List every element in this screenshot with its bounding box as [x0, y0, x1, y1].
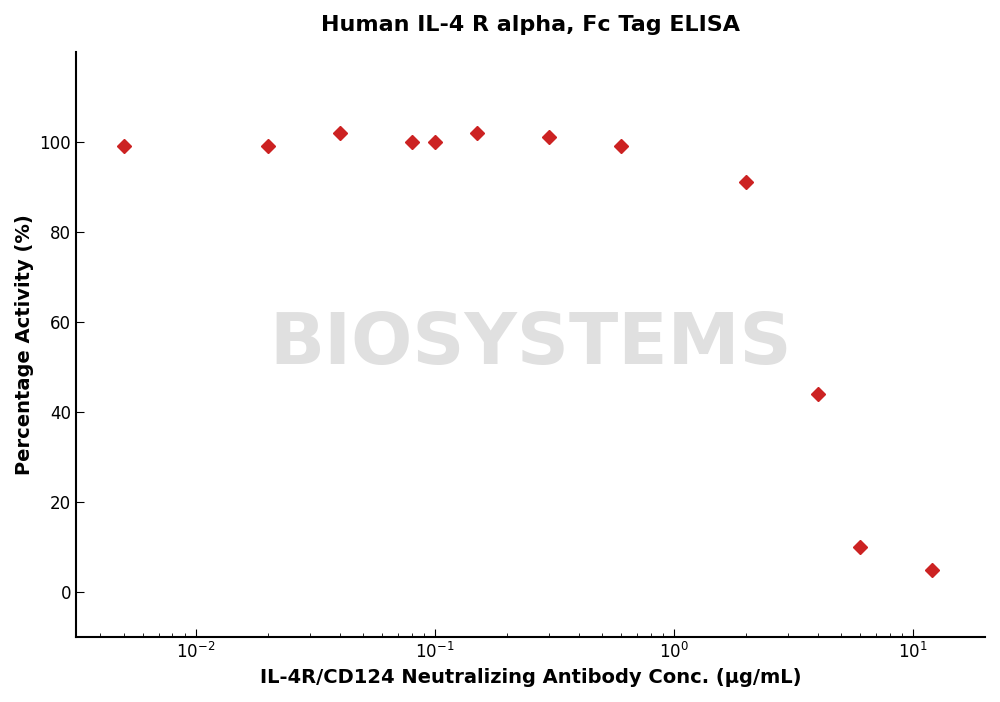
X-axis label: IL-4R/CD124 Neutralizing Antibody Conc. (μg/mL): IL-4R/CD124 Neutralizing Antibody Conc. …: [260, 668, 801, 687]
Title: Human IL-4 R alpha, Fc Tag ELISA: Human IL-4 R alpha, Fc Tag ELISA: [321, 15, 740, 35]
Y-axis label: Percentage Activity (%): Percentage Activity (%): [15, 214, 34, 475]
Text: BIOSYSTEMS: BIOSYSTEMS: [269, 310, 792, 379]
